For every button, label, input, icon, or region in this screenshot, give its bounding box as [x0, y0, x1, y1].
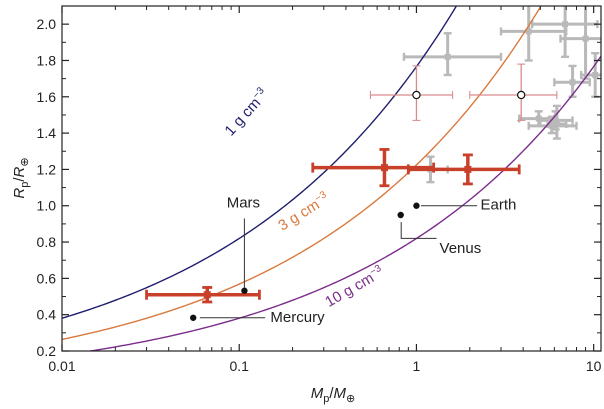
- planet-label: Mercury: [270, 309, 325, 326]
- y-tick-label: 0.6: [37, 270, 57, 286]
- y-tick-label: 1.2: [37, 161, 57, 177]
- y-axis-label: Rp/R⊕: [11, 157, 31, 198]
- background-point: [402, 32, 503, 77]
- density-curve: [62, 6, 542, 341]
- x-tick-label: 0.1: [229, 358, 249, 374]
- highlighted-point: [406, 153, 521, 186]
- highlighted-point: [311, 148, 436, 188]
- background-point: [531, 6, 599, 59]
- density-curves: [62, 6, 601, 351]
- highlighted-point: [145, 286, 261, 304]
- y-tick-label: 0.8: [37, 234, 57, 250]
- density-curve-label: 3 g cm−3: [275, 189, 333, 234]
- solar-system-planets: Mercury Mars Venus Earth: [190, 195, 516, 326]
- x-axis-label: Mp/M⊕: [311, 385, 356, 405]
- x-tick-label: 0.01: [48, 358, 75, 374]
- planet-marker: [413, 202, 420, 209]
- open-circle-points: [369, 63, 558, 121]
- background-point: [553, 64, 591, 98]
- density-curve-label: 10 g cm−3: [322, 263, 387, 311]
- y-tick-label: 2.0: [37, 16, 57, 32]
- planet-venus: Venus: [397, 211, 482, 257]
- plot-frame: [61, 5, 602, 352]
- planet-label: Earth: [481, 196, 517, 213]
- y-tick-label: 1.8: [37, 52, 57, 68]
- open-point: [369, 65, 454, 121]
- y-tick-label: 1.6: [37, 89, 57, 105]
- planet-marker: [397, 211, 404, 219]
- y-tick-label: 0.2: [37, 343, 57, 359]
- x-tick-label: 10: [586, 358, 602, 374]
- highlighted-planets: [145, 148, 521, 304]
- planet-label: Mars: [227, 195, 260, 212]
- x-tick-label: 1: [413, 358, 421, 374]
- density-curve: [86, 55, 601, 351]
- open-point: [469, 63, 558, 121]
- planet-leader-line: [400, 222, 437, 239]
- y-tick-label: 0.4: [37, 307, 57, 323]
- planet-marker: [190, 314, 197, 321]
- planet-mars: Mars: [227, 195, 260, 294]
- planet-earth: Earth: [413, 196, 516, 213]
- axes: 0.01 0.1 1 10 0.2 0.4 0.6 0.8 1.0 1.2 1.4 1.6 1.8 2.0: [37, 6, 602, 374]
- background-point: [559, 6, 601, 80]
- background-point: [546, 104, 568, 140]
- y-tick-label: 1.0: [37, 198, 57, 214]
- density-curve: [62, 6, 458, 319]
- planet-label: Venus: [440, 240, 482, 257]
- y-tick-label: 1.4: [37, 125, 57, 141]
- planet-marker: [241, 287, 248, 294]
- density-curve-label: 1 g cm−3: [221, 85, 272, 139]
- planet-mercury: Mercury: [190, 309, 325, 326]
